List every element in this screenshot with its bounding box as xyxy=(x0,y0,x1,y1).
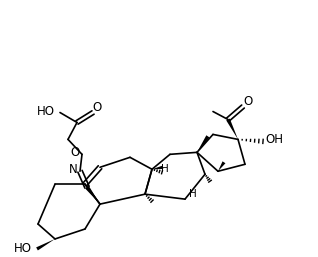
Polygon shape xyxy=(85,186,100,204)
Text: O: O xyxy=(70,146,80,159)
Text: H: H xyxy=(189,189,197,199)
Text: H: H xyxy=(161,164,169,174)
Polygon shape xyxy=(36,239,55,250)
Polygon shape xyxy=(226,118,238,139)
Text: OH: OH xyxy=(265,133,283,146)
Polygon shape xyxy=(197,135,210,152)
Text: O: O xyxy=(92,101,102,114)
Text: O: O xyxy=(243,95,252,108)
Text: HO: HO xyxy=(14,242,32,255)
Text: HO: HO xyxy=(37,105,55,118)
Polygon shape xyxy=(152,166,163,169)
Text: N: N xyxy=(69,163,77,176)
Polygon shape xyxy=(218,161,225,171)
